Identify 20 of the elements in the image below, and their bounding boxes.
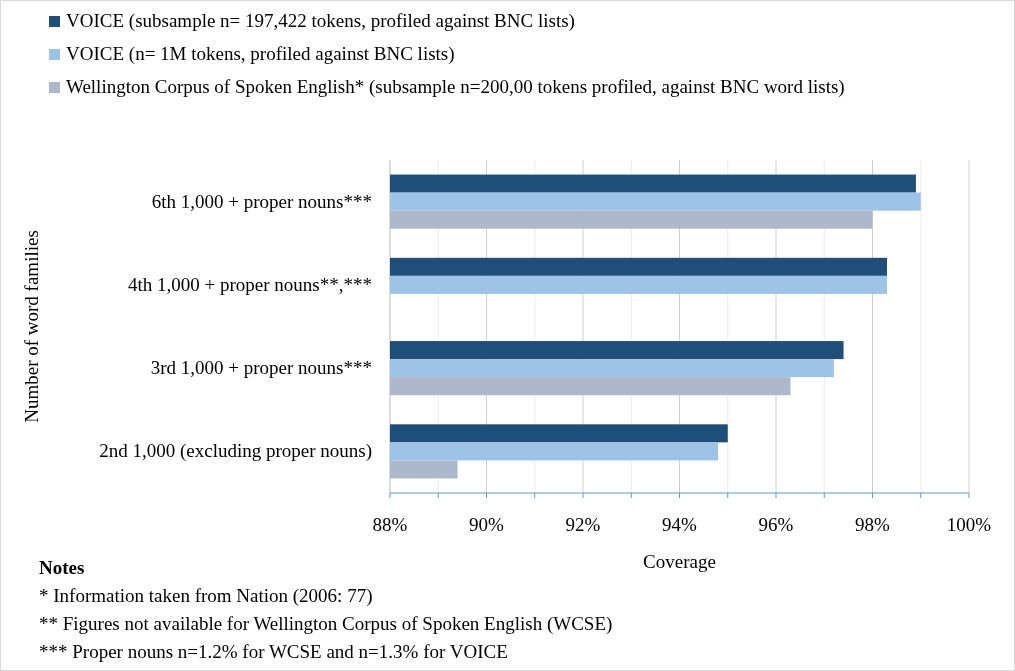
legend-label: VOICE (n= 1M tokens, profiled against BNC lists) [66,43,455,65]
x-tick-label: 94% [662,514,698,535]
x-tick-label: 88% [372,514,408,535]
x-tick-label: 92% [565,514,601,535]
text: Notes [39,557,85,578]
y-tick-label: 4th 1,000 + proper nouns**,*** [128,273,372,295]
y-axis-title: Number of word families [21,230,42,423]
text: ** Figures not available for Wellington Corpus of Spoken English (WCSE) [39,613,613,635]
y-tick-label: 6th 1,000 + proper nouns*** [151,190,372,212]
text: * Information taken from Nation (2006: 77) [39,585,373,607]
x-tick-label: 96% [758,514,794,535]
x-tick-label: 98% [855,514,891,535]
y-tick-label: 2nd 1,000 (excluding proper nouns) [99,440,372,463]
text: *** Proper nouns n=1.2% for WCSE and n=1.3% for VOICE [39,641,508,662]
y-tick-label: 3rd 1,000 + proper nouns*** [150,357,372,379]
x-axis-title: Coverage [643,551,716,572]
legend-label: Wellington Corpus of Spoken English* (subsample n=200,00 tokens profiled, against BNC word lists) [66,76,845,98]
x-tick-label: 90% [469,514,505,535]
x-tick-label: 100% [946,514,992,535]
legend-label: VOICE (subsample n= 197,422 tokens, profiled against BNC lists) [66,10,575,32]
